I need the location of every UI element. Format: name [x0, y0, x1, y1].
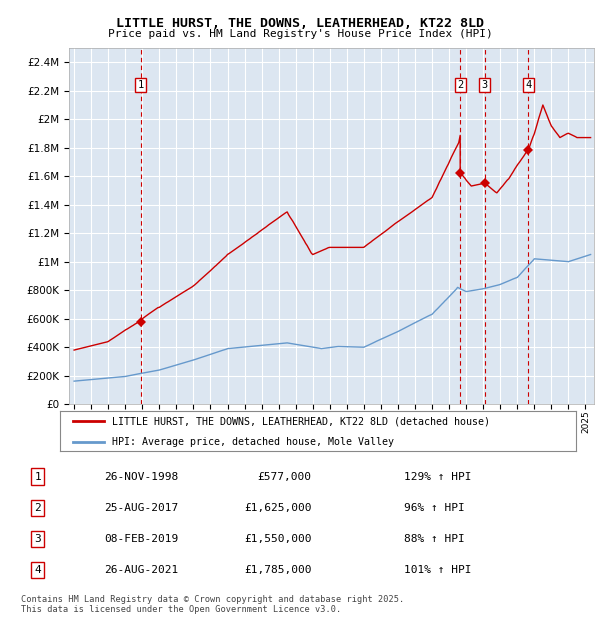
Text: 129% ↑ HPI: 129% ↑ HPI — [404, 472, 471, 482]
Text: 96% ↑ HPI: 96% ↑ HPI — [404, 503, 464, 513]
Text: 2: 2 — [35, 503, 41, 513]
Text: 4: 4 — [35, 565, 41, 575]
Text: £1,625,000: £1,625,000 — [244, 503, 311, 513]
Text: £1,785,000: £1,785,000 — [244, 565, 311, 575]
Text: £1,550,000: £1,550,000 — [244, 534, 311, 544]
Text: 1: 1 — [137, 80, 144, 90]
Text: This data is licensed under the Open Government Licence v3.0.: This data is licensed under the Open Gov… — [21, 605, 341, 614]
Text: Contains HM Land Registry data © Crown copyright and database right 2025.: Contains HM Land Registry data © Crown c… — [21, 595, 404, 604]
Text: £577,000: £577,000 — [257, 472, 311, 482]
Text: 26-AUG-2021: 26-AUG-2021 — [104, 565, 178, 575]
Text: LITTLE HURST, THE DOWNS, LEATHERHEAD, KT22 8LD: LITTLE HURST, THE DOWNS, LEATHERHEAD, KT… — [116, 17, 484, 30]
Text: 25-AUG-2017: 25-AUG-2017 — [104, 503, 178, 513]
Text: 2: 2 — [457, 80, 463, 90]
Text: 3: 3 — [35, 534, 41, 544]
Text: HPI: Average price, detached house, Mole Valley: HPI: Average price, detached house, Mole… — [112, 438, 394, 448]
Text: Price paid vs. HM Land Registry's House Price Index (HPI): Price paid vs. HM Land Registry's House … — [107, 29, 493, 38]
Text: 1: 1 — [35, 472, 41, 482]
Text: 3: 3 — [482, 80, 488, 90]
Text: 4: 4 — [525, 80, 532, 90]
Text: 08-FEB-2019: 08-FEB-2019 — [104, 534, 178, 544]
Text: 101% ↑ HPI: 101% ↑ HPI — [404, 565, 471, 575]
Text: 26-NOV-1998: 26-NOV-1998 — [104, 472, 178, 482]
Text: 88% ↑ HPI: 88% ↑ HPI — [404, 534, 464, 544]
Text: LITTLE HURST, THE DOWNS, LEATHERHEAD, KT22 8LD (detached house): LITTLE HURST, THE DOWNS, LEATHERHEAD, KT… — [112, 416, 490, 426]
